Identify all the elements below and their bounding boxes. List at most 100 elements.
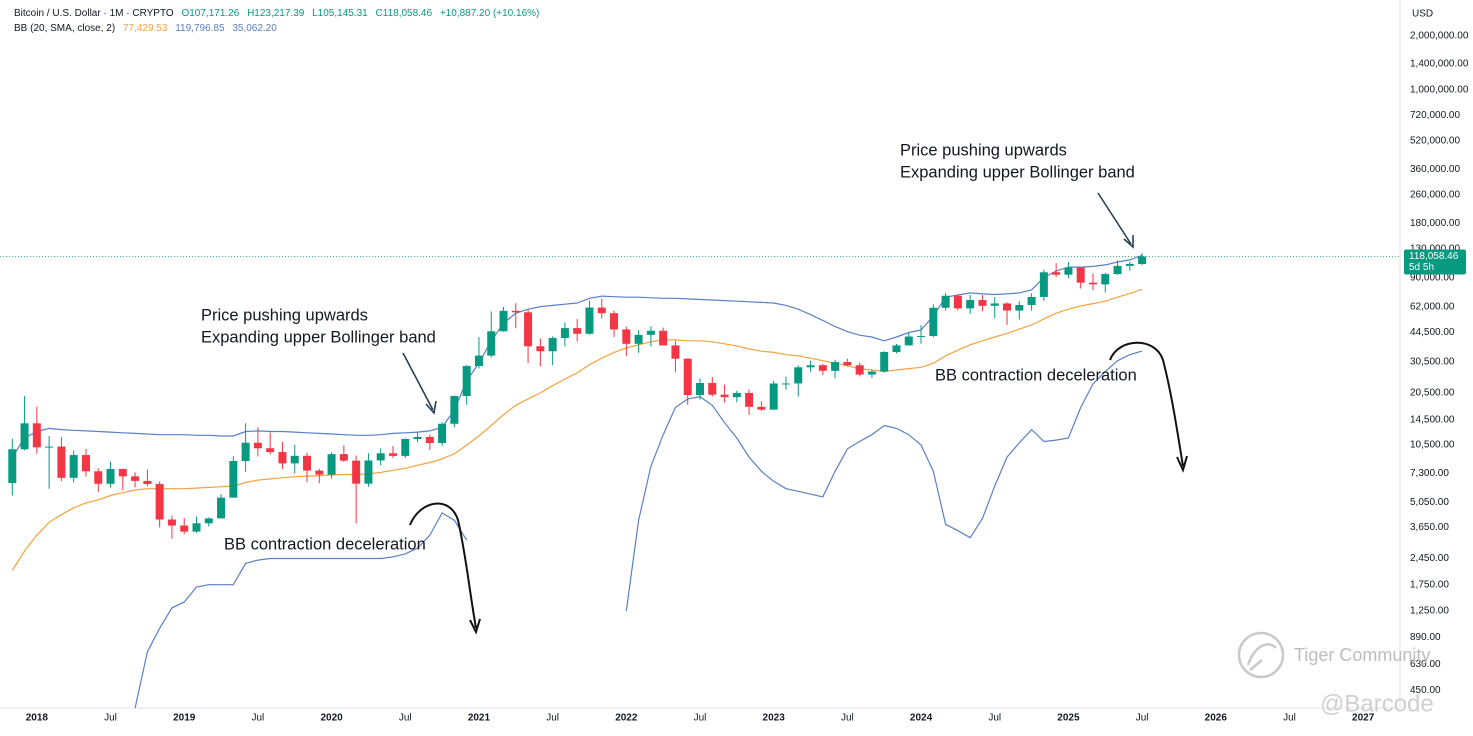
y-tick-label: 3,650.00 [1410, 522, 1449, 533]
ohlc-close: C118,058.46 [375, 8, 433, 19]
candle-body [167, 519, 176, 526]
x-tick-label: 2023 [763, 713, 786, 724]
indicator-lower: 35,062.20 [232, 23, 277, 34]
band-line [11, 254, 1143, 458]
annotation: Price pushing upwards [201, 306, 368, 324]
candle-body [499, 310, 508, 332]
indicator-name: BB (20, SMA, close, 2) [14, 23, 116, 34]
indicator-basis: 77,429.53 [122, 23, 168, 34]
candle-body [953, 295, 962, 309]
candle-body [806, 365, 815, 368]
candle-body [155, 484, 164, 520]
symbol-line: Bitcoin / U.S. Dollar · 1M · CRYPTO O107… [14, 6, 544, 21]
candle-body [401, 439, 410, 456]
y-tick-label: 630.00 [1410, 659, 1441, 670]
y-tick-label: 20,500.00 [1410, 388, 1455, 399]
watermark: Tiger Community [1294, 645, 1430, 665]
ohlc-low: L105,145.31 [312, 8, 368, 19]
candle-body [339, 454, 348, 461]
annotation: Price pushing upwards [900, 141, 1067, 159]
candle-body [732, 392, 741, 398]
candle-body [1003, 303, 1012, 311]
y-tick-label: 7,300.00 [1410, 468, 1449, 479]
candle-body [904, 336, 913, 346]
candle-body [646, 330, 655, 335]
x-tick-label: Jul [399, 713, 412, 724]
x-tick-label: Jul [104, 713, 117, 724]
candle-body [696, 382, 704, 396]
arrow-head [1176, 455, 1188, 473]
candle-body [622, 329, 631, 344]
y-tick-label: 520,000.00 [1410, 136, 1460, 147]
candle-body [708, 382, 717, 395]
curved-arrow [1109, 341, 1184, 467]
candle-body [57, 446, 66, 478]
x-tick-label: Jul [1136, 713, 1149, 724]
ohlc-open: O107,171.26 [181, 8, 240, 19]
candle-body [180, 525, 189, 532]
candle-body [1076, 267, 1085, 283]
candle-body [438, 423, 447, 444]
y-tick-label: 2,000,000.00 [1410, 31, 1469, 42]
candle-body [978, 300, 987, 306]
candle-body [511, 310, 520, 313]
candle-body [217, 497, 226, 519]
y-tick-label: 890.00 [1410, 632, 1441, 643]
candle-body [290, 455, 299, 464]
axes: 2,000,000.00 1,400,000.00 1,000,000.00 720,… [26, 9, 1469, 724]
annotation: Expanding upper Bollinger band [201, 328, 436, 346]
candle-body [892, 345, 901, 353]
candle-body [536, 346, 545, 352]
candle-body [634, 334, 643, 344]
band-line [134, 350, 1143, 708]
candle-body [720, 394, 729, 398]
candle-body [548, 337, 557, 352]
x-tick-label: 2021 [468, 713, 491, 724]
candle-body [560, 328, 569, 338]
candle-body [818, 365, 827, 371]
x-tick-label: 2025 [1057, 713, 1080, 724]
candle-body [917, 335, 926, 337]
candle-body [278, 452, 287, 464]
x-tick-label: Jul [251, 713, 264, 724]
candle-body [1101, 274, 1110, 285]
candle-body [143, 480, 152, 485]
y-tick-label: 360,000.00 [1410, 164, 1460, 175]
candle-body [352, 460, 361, 484]
candle-body [106, 468, 115, 484]
candle-body [1113, 265, 1122, 275]
candle-body [118, 468, 127, 477]
candle-body [94, 471, 103, 484]
y-tick-label: 44,500.00 [1410, 327, 1455, 338]
watermark-logo [1246, 643, 1277, 671]
x-tick-label: 2018 [26, 713, 49, 724]
candle-body [81, 455, 90, 472]
x-tick-label: 2026 [1205, 713, 1228, 724]
candle-body [573, 328, 582, 334]
candle-body [831, 362, 840, 371]
x-tick-label: 2027 [1352, 713, 1375, 724]
annotation: BB contraction deceleration [935, 366, 1137, 384]
x-tick-label: 2022 [615, 713, 638, 724]
annotation: BB contraction deceleration [224, 535, 426, 553]
y-tick-label: 1,250.00 [1410, 606, 1449, 617]
arrow-head [425, 400, 437, 415]
indicator-upper: 119,796.85 [175, 23, 225, 34]
x-tick-label: 2020 [320, 713, 343, 724]
x-tick-label: Jul [694, 713, 707, 724]
y-tick-label: 260,000.00 [1410, 190, 1460, 201]
candle-body [1088, 282, 1097, 285]
last-price-tag [1404, 249, 1466, 275]
x-tick-label: Jul [988, 713, 1001, 724]
annotation: Expanding upper Bollinger band [900, 163, 1135, 181]
candle-body [941, 295, 950, 308]
candle-body [1064, 267, 1073, 275]
candle-body [1138, 256, 1147, 265]
candle-body [671, 345, 680, 359]
candle-body [597, 307, 606, 314]
currency-label: USD [1412, 9, 1433, 20]
watermark: @Barcode [1320, 690, 1434, 717]
candle-body [1039, 272, 1048, 297]
